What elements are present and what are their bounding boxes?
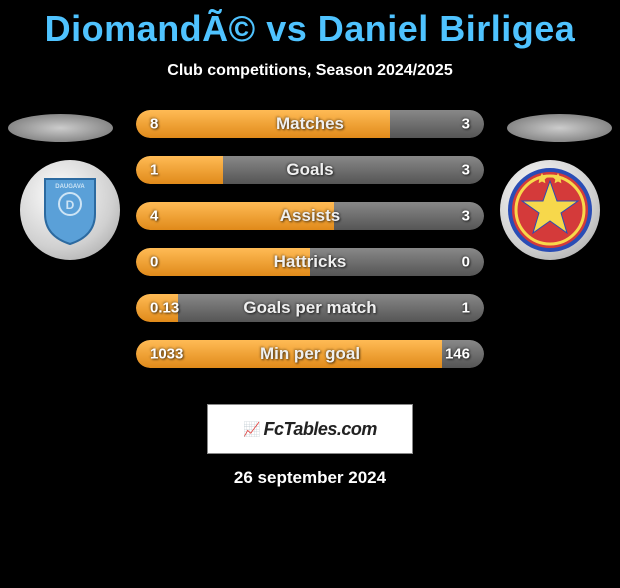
stat-value-right: 146 — [445, 346, 470, 363]
stat-row-matches: 8 Matches 3 — [136, 110, 484, 138]
bar-left-fill — [136, 110, 390, 138]
stat-value-right: 3 — [462, 116, 470, 133]
brand-wave-icon: 📈 — [243, 421, 257, 438]
stat-label: Goals — [286, 160, 333, 180]
stat-label: Assists — [280, 206, 340, 226]
stat-value-left: 8 — [150, 116, 158, 133]
stat-value-left: 4 — [150, 208, 158, 225]
brand-text: FcTables.com — [264, 419, 377, 440]
stat-row-goals: 1 Goals 3 — [136, 156, 484, 184]
stat-value-right: 0 — [462, 254, 470, 271]
stat-bars: 8 Matches 3 1 Goals 3 4 Assists 3 0 Hatt… — [136, 110, 484, 386]
stat-label: Hattricks — [274, 252, 347, 272]
shadow-ellipse-right — [507, 114, 612, 142]
svg-text:DAUGAVA: DAUGAVA — [55, 184, 85, 190]
round-star-icon — [507, 167, 593, 253]
svg-text:D: D — [66, 198, 75, 212]
stat-row-min-per-goal: 1033 Min per goal 146 — [136, 340, 484, 368]
stat-value-left: 0.13 — [150, 300, 179, 317]
bar-right-fill — [223, 156, 484, 184]
stat-row-hattricks: 0 Hattricks 0 — [136, 248, 484, 276]
stat-row-goals-per-match: 0.13 Goals per match 1 — [136, 294, 484, 322]
stat-value-left: 0 — [150, 254, 158, 271]
comparison-chart: D DAUGAVA 8 Matches 3 1 Goals 3 — [0, 110, 620, 390]
team-badge-right — [500, 160, 600, 260]
stat-row-assists: 4 Assists 3 — [136, 202, 484, 230]
date-text: 26 september 2024 — [0, 468, 620, 488]
stat-value-right: 3 — [462, 208, 470, 225]
stat-label: Min per goal — [260, 344, 360, 364]
stat-value-left: 1033 — [150, 346, 183, 363]
subtitle: Club competitions, Season 2024/2025 — [0, 62, 620, 80]
team-badge-left: D DAUGAVA — [20, 160, 120, 260]
stat-value-left: 1 — [150, 162, 158, 179]
shield-icon: D DAUGAVA — [40, 174, 100, 246]
page-title: DiomandÃ© vs Daniel Birligea — [0, 8, 620, 50]
stat-label: Matches — [276, 114, 344, 134]
brand-badge: 📈 FcTables.com — [207, 404, 413, 454]
stat-value-right: 3 — [462, 162, 470, 179]
stat-label: Goals per match — [243, 298, 376, 318]
shadow-ellipse-left — [8, 114, 113, 142]
stat-value-right: 1 — [462, 300, 470, 317]
